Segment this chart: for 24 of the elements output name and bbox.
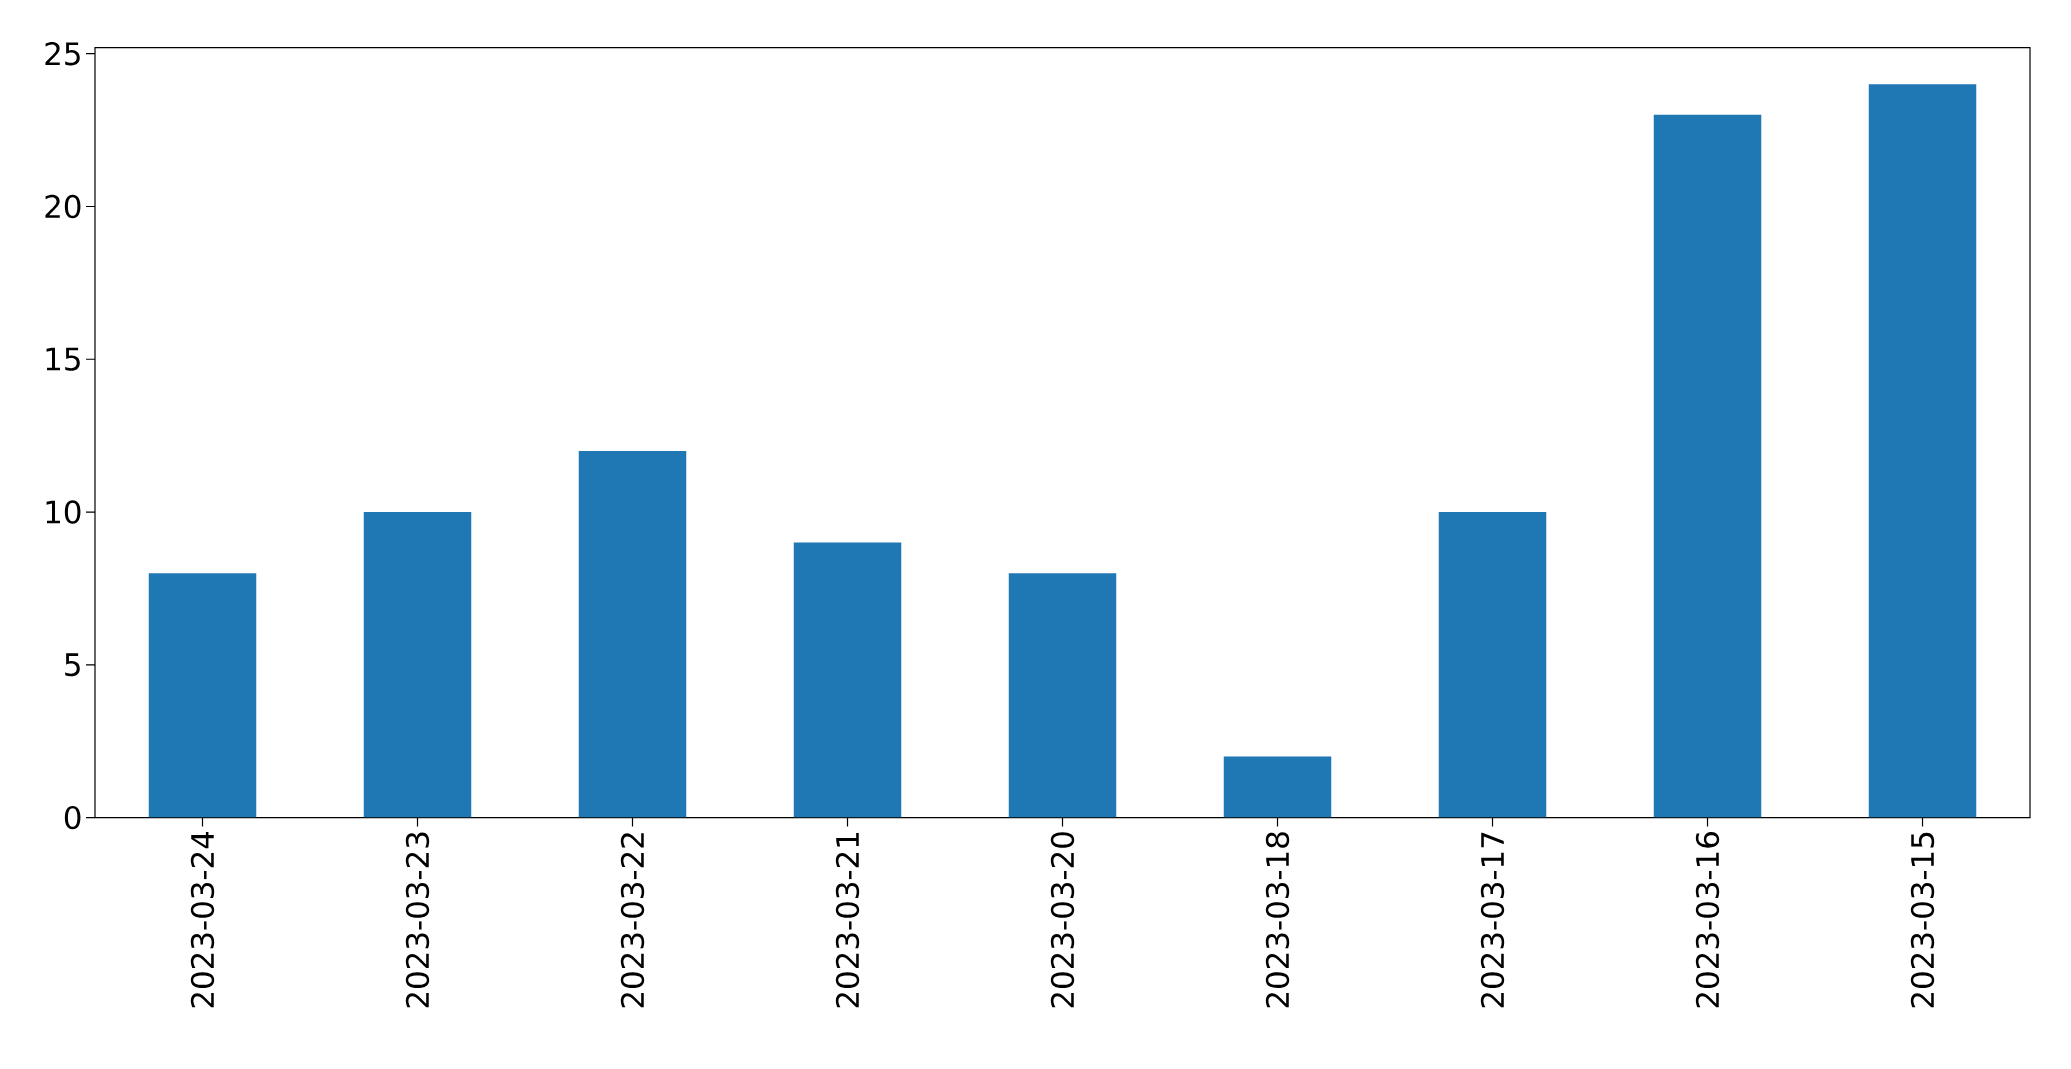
x-tick-label: 2023-03-15 bbox=[1910, 832, 1935, 1008]
bar bbox=[1868, 84, 1977, 818]
x-tick-label: 2023-03-24 bbox=[190, 831, 215, 1008]
bar bbox=[148, 573, 257, 818]
bar bbox=[1653, 114, 1762, 818]
y-tick-label: 10 bbox=[46, 500, 81, 524]
bar bbox=[1223, 756, 1332, 818]
bar bbox=[1438, 512, 1547, 818]
bar bbox=[363, 512, 472, 818]
x-tick-label: 2023-03-22 bbox=[620, 833, 645, 1008]
y-tick-label: 5 bbox=[65, 653, 80, 677]
bar bbox=[1008, 573, 1117, 818]
x-tick-label: 2023-03-16 bbox=[1695, 832, 1720, 1008]
bar bbox=[578, 450, 687, 818]
x-tick-label: 2023-03-18 bbox=[1265, 832, 1290, 1008]
x-tick-label: 2023-03-23 bbox=[405, 832, 430, 1008]
bar bbox=[793, 542, 902, 818]
y-tick-label: 20 bbox=[45, 194, 81, 219]
x-tick-label: 2023-03-20 bbox=[1050, 832, 1075, 1008]
x-tick-label: 2023-03-21 bbox=[835, 833, 860, 1008]
y-tick-label: 0 bbox=[64, 805, 81, 830]
x-tick-label: 2023-03-17 bbox=[1480, 832, 1505, 1008]
y-tick-label: 15 bbox=[46, 347, 80, 371]
y-tick-label: 25 bbox=[45, 42, 80, 66]
